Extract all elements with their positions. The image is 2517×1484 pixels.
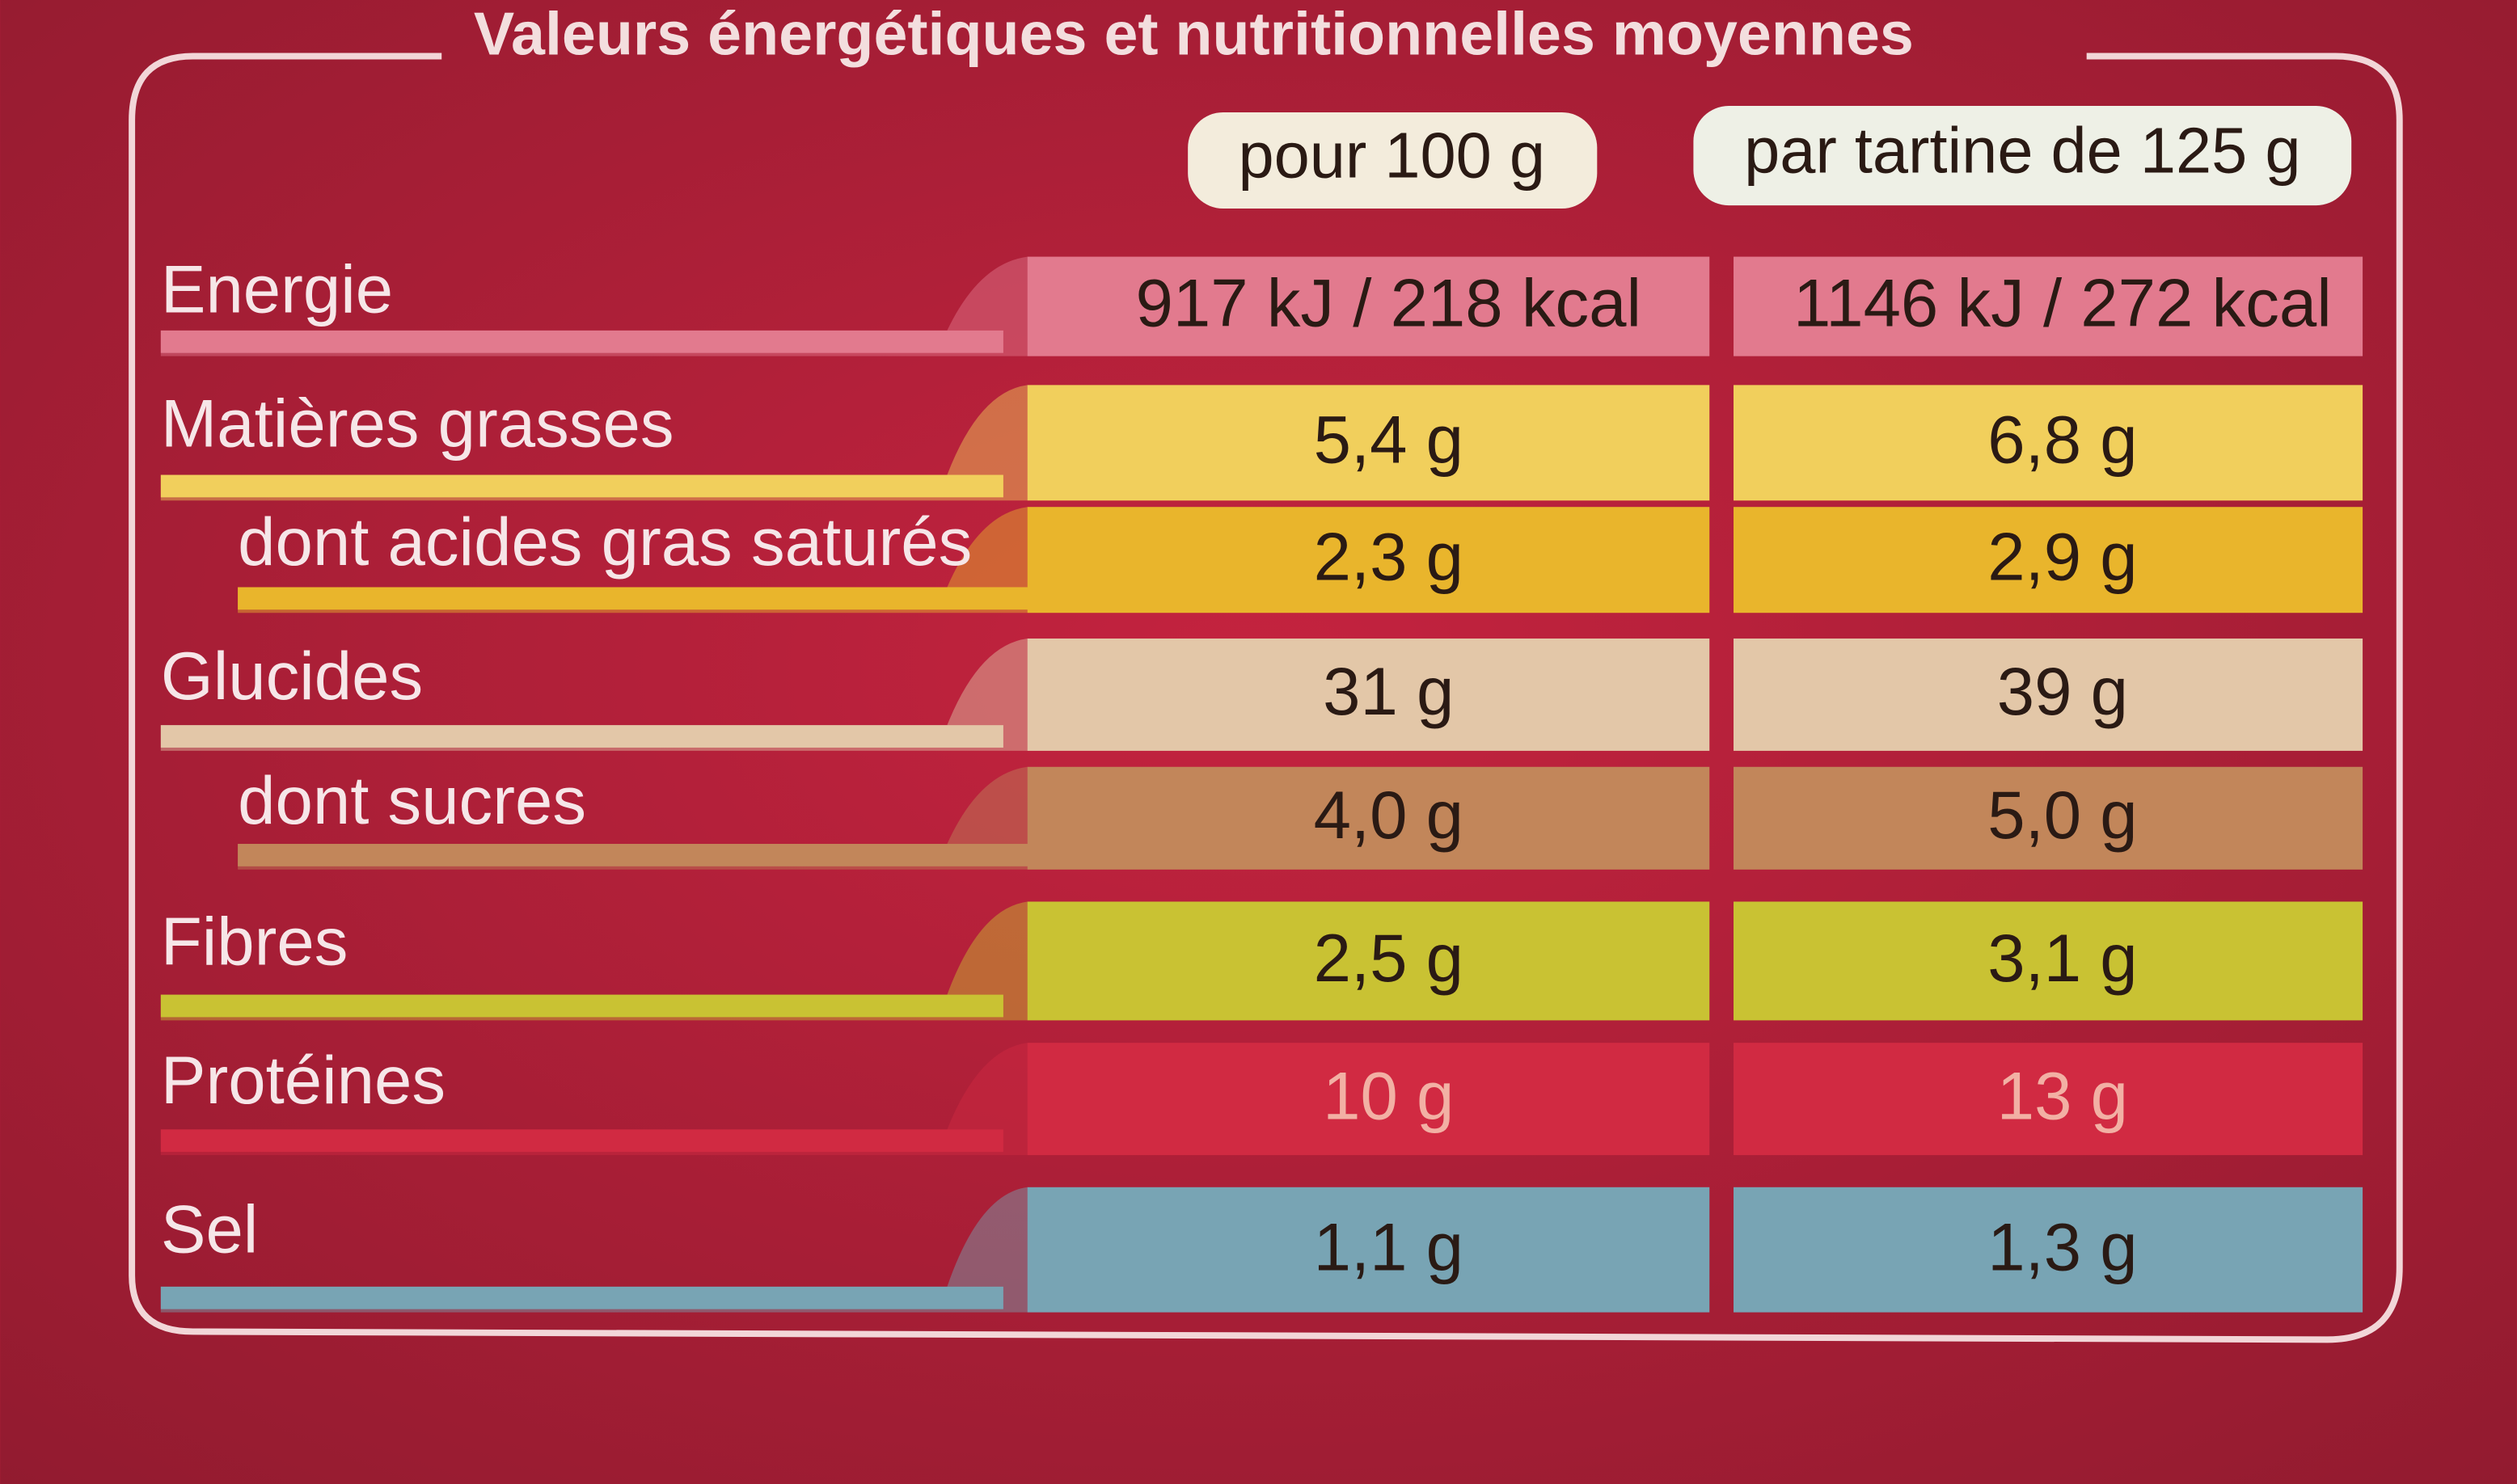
value-cell <box>1734 766 2363 870</box>
value-cell <box>1027 766 1710 870</box>
value: 5,4 g <box>1314 403 1463 478</box>
value-cell <box>1734 1187 2363 1313</box>
row-label: Sel <box>161 1192 258 1267</box>
value: 1,3 g <box>1987 1209 2137 1284</box>
label-underline <box>238 844 1081 866</box>
value-cell <box>1734 901 2363 1021</box>
row-label: Protéines <box>161 1043 446 1118</box>
value-cell <box>1734 256 2363 356</box>
column-header-box <box>1188 112 1598 209</box>
value: 13 g <box>1997 1058 2128 1133</box>
value: 2,3 g <box>1314 519 1463 594</box>
label-underline <box>160 330 1003 353</box>
value-cell <box>1734 507 2363 613</box>
row-label: dont sucres <box>238 763 586 838</box>
value-cell <box>1734 1043 2363 1156</box>
label-underline <box>160 994 1003 1018</box>
column-header: pour 100 g <box>1238 119 1545 191</box>
table-title: Valeurs énergétiques et nutritionnelles … <box>474 0 1914 68</box>
label-underline <box>160 725 1003 748</box>
value: 1,1 g <box>1314 1209 1463 1284</box>
value: 31 g <box>1323 654 1454 729</box>
value-cell <box>1734 638 2363 751</box>
value: 6,8 g <box>1987 403 2137 478</box>
row-label: dont acides gras saturés <box>238 504 972 580</box>
value-cell <box>1027 638 1710 751</box>
value-cell <box>1734 385 2363 501</box>
value-cell <box>1027 385 1710 501</box>
value-cell <box>1027 256 1710 356</box>
column-header: par tartine de 125 g <box>1744 115 2300 187</box>
label-underline <box>238 587 1081 610</box>
table-rows: Energie 917 kJ / 218 kcal 1146 kJ / 272 kc… <box>160 251 2363 1313</box>
value: 2,5 g <box>1314 921 1463 996</box>
value-cell <box>1027 1187 1710 1313</box>
label-underline <box>160 1129 1003 1153</box>
label-underline <box>160 1286 1003 1309</box>
value: 39 g <box>1997 654 2128 729</box>
row-label: Matières grasses <box>161 386 674 462</box>
value: 2,9 g <box>1987 519 2137 594</box>
value-cell <box>1027 901 1710 1021</box>
value: 4,0 g <box>1314 778 1463 853</box>
column-header-box <box>1693 106 2352 206</box>
value: 1146 kJ / 272 kcal <box>1793 266 2332 341</box>
row-label: Glucides <box>161 639 423 714</box>
value-cell <box>1027 1043 1710 1156</box>
value: 3,1 g <box>1987 921 2137 996</box>
value: 10 g <box>1323 1058 1454 1133</box>
value: 5,0 g <box>1987 778 2137 853</box>
value: 917 kJ / 218 kcal <box>1135 266 1641 341</box>
row-label: Fibres <box>161 904 348 979</box>
label-underline <box>160 474 1003 498</box>
table-frame <box>129 53 2403 1343</box>
value-cell <box>1027 507 1710 613</box>
row-label: Energie <box>161 251 393 327</box>
